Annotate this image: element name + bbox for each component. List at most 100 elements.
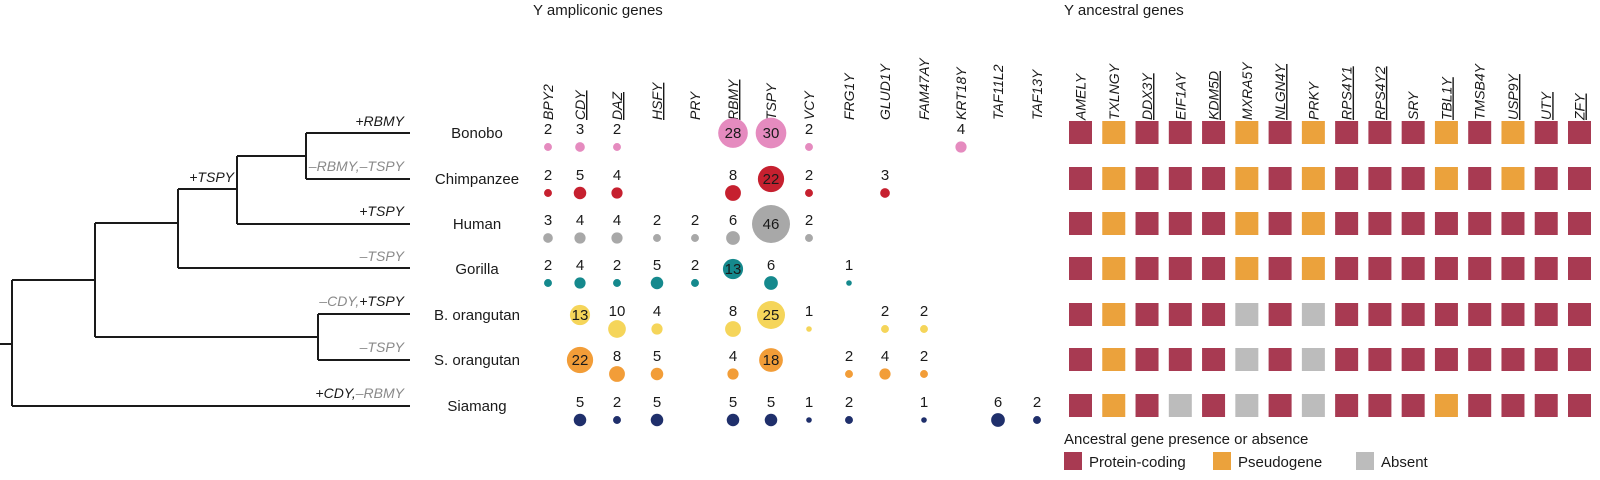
ancestral-status-square <box>1135 348 1159 371</box>
copy-bubble <box>845 370 853 378</box>
copy-bubble <box>920 370 928 378</box>
copy-count-label: 3 <box>881 167 889 184</box>
copy-bubble <box>846 280 852 286</box>
ancestral-status-square <box>1301 303 1325 326</box>
tree-event-pan: +TSPY <box>189 169 235 185</box>
ancestral-status-square <box>1534 121 1558 144</box>
copy-bubble <box>650 367 664 381</box>
copy-count-label: 4 <box>729 348 737 365</box>
ancestral-status-square <box>1468 212 1492 235</box>
ancestral-status-square <box>1568 348 1591 371</box>
copy-bubble <box>718 118 748 148</box>
ancestral-status-square <box>1301 167 1325 190</box>
ancestral-status-square <box>1468 394 1492 417</box>
copy-count-label: 46 <box>763 216 780 233</box>
ampliconic-gene-header: CDY <box>572 89 588 120</box>
copy-bubble <box>764 276 778 290</box>
copy-bubble <box>573 413 587 427</box>
copy-count-label: 28 <box>725 125 742 142</box>
ancestral-status-square <box>1434 257 1458 280</box>
copy-bubble <box>805 143 813 151</box>
ampliconic-gene-header: TAF13Y <box>1029 68 1045 120</box>
tree-event-labels: +RBMY–RBMY,–TSPY+TSPY+TSPY–TSPY–CDY,+TSP… <box>189 113 405 401</box>
ancestral-status-square <box>1401 257 1425 280</box>
copy-bubble <box>611 187 623 199</box>
copy-count-label: 5 <box>653 348 661 365</box>
ancestral-status-square <box>1568 303 1591 326</box>
copy-bubble <box>691 234 699 242</box>
ancestral-status-square <box>1301 257 1325 280</box>
copy-count-label: 5 <box>653 394 661 411</box>
copy-bubble <box>991 413 1005 427</box>
tree-event-part: +TSPY <box>359 293 405 309</box>
ancestral-status-square <box>1202 348 1226 371</box>
ancestral-status-square <box>1401 348 1425 371</box>
ampliconic-gene-header: PRY <box>687 90 703 120</box>
ancestral-status-square <box>1135 257 1159 280</box>
copy-count-label: 1 <box>845 257 853 274</box>
copy-count-label: 4 <box>653 303 661 320</box>
copy-count-label: 5 <box>576 394 584 411</box>
copy-bubble <box>881 325 889 333</box>
ancestral-status-square <box>1401 167 1425 190</box>
ancestral-status-square <box>1102 394 1126 417</box>
ancestral-status-square <box>1202 394 1226 417</box>
tree-event-human: +TSPY <box>359 203 405 219</box>
ancestral-status-square <box>1268 394 1292 417</box>
ancestral-status-square <box>1102 212 1126 235</box>
tree-event-part: –RBMY,–TSPY <box>308 158 406 174</box>
ancestral-status-square <box>1168 303 1192 326</box>
tree-event-part: +TSPY <box>189 169 235 185</box>
copy-bubble <box>613 416 621 424</box>
ancestral-status-square <box>1368 167 1392 190</box>
ancestral-status-square <box>1301 121 1325 144</box>
ancestral-status-square <box>1102 303 1126 326</box>
ancestral-status-square <box>1401 212 1425 235</box>
ancestral-status-square <box>1534 303 1558 326</box>
species-label: Human <box>453 216 501 233</box>
ancestral-status-square <box>1401 394 1425 417</box>
ampliconic-gene-header: BPY2 <box>540 84 556 120</box>
ancestral-status-square <box>1202 212 1226 235</box>
ancestral-gene-header: SRY <box>1405 90 1421 120</box>
copy-count-label: 18 <box>763 352 780 369</box>
legend-swatch-X <box>1213 452 1231 470</box>
ancestral-status-square <box>1268 121 1292 144</box>
copy-bubble <box>569 304 591 326</box>
ancestral-status-square <box>1235 348 1259 371</box>
ancestral-status-square <box>1235 212 1259 235</box>
copy-bubble <box>1033 416 1041 424</box>
copy-count-label: 2 <box>544 121 552 138</box>
copy-bubble <box>879 368 891 380</box>
ancestral-status-square <box>1434 212 1458 235</box>
tree-event-part: –TSPY <box>359 339 406 355</box>
copy-bubble <box>759 348 783 372</box>
ancestral-status-square <box>1168 167 1192 190</box>
copy-count-label: 2 <box>691 212 699 229</box>
copy-count-label: 22 <box>572 352 589 369</box>
ancestral-status-square <box>1069 303 1092 326</box>
copy-count-label: 4 <box>576 212 584 229</box>
species-label: B. orangutan <box>434 307 520 324</box>
copy-bubble <box>574 277 586 289</box>
copy-count-label: 5 <box>729 394 737 411</box>
ancestral-status-square <box>1301 212 1325 235</box>
species-label: Bonobo <box>451 125 503 142</box>
ancestral-gene-header: AMELY <box>1073 72 1089 121</box>
copy-count-label: 5 <box>576 167 584 184</box>
species-labels: Bonobo Chimpanzee Human Gorilla B. orangutan… <box>434 125 520 415</box>
copy-count-label: 2 <box>920 348 928 365</box>
ancestral-status-square <box>1168 348 1192 371</box>
ancestral-status-square <box>1468 121 1492 144</box>
copy-count-label: 2 <box>613 257 621 274</box>
copy-count-label: 6 <box>767 257 775 274</box>
ancestral-gene-header: USP9Y <box>1505 72 1521 120</box>
phylogenetic-tree <box>0 132 410 407</box>
copy-bubble <box>845 416 853 424</box>
ampliconic-gene-header: FAM47AY <box>916 57 932 120</box>
ancestral-status-square <box>1069 121 1092 144</box>
ancestral-gene-header: NLGN4Y <box>1272 62 1288 120</box>
ampliconic-gene-header: GLUD1Y <box>877 62 893 120</box>
copy-count-label: 2 <box>845 394 853 411</box>
copy-bubble <box>725 321 741 337</box>
